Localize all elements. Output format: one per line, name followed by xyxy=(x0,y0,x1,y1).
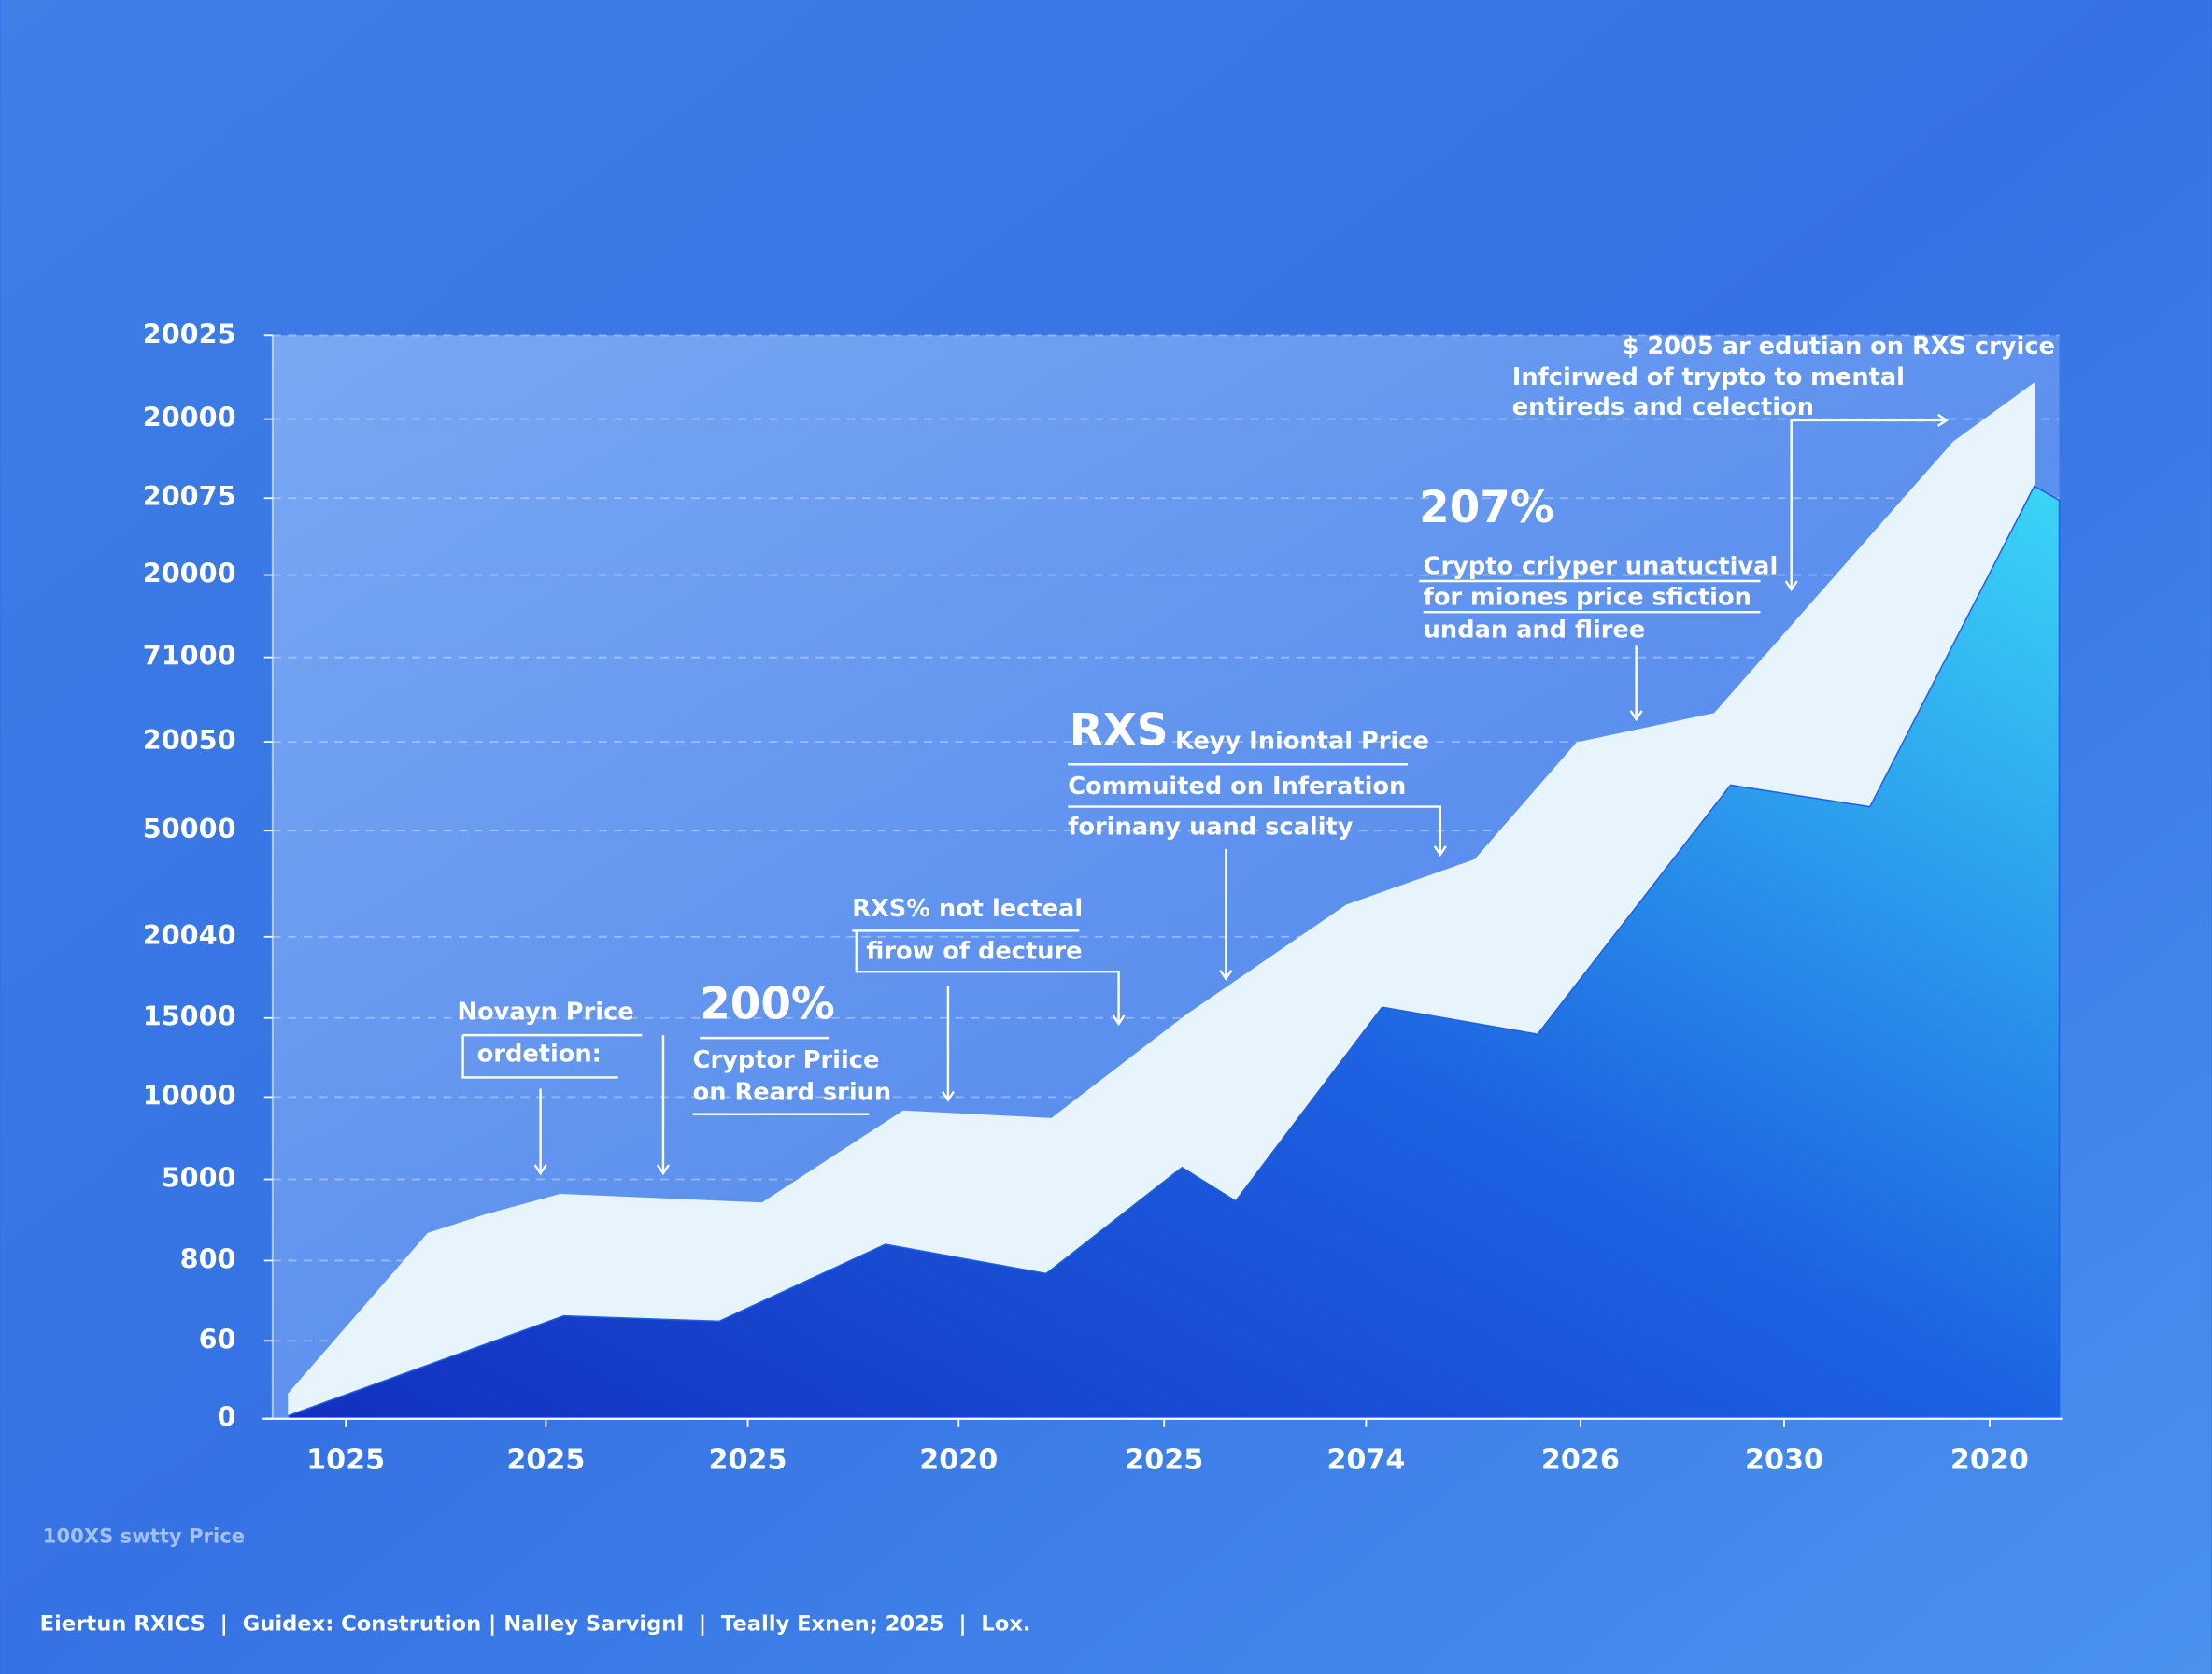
y-tick-label: 20025 xyxy=(143,318,236,349)
x-tick-label: 2030 xyxy=(1745,1444,1823,1477)
y-tick-label: 20075 xyxy=(143,480,236,512)
connector xyxy=(852,929,1126,1102)
x-tick-label: 2025 xyxy=(709,1444,787,1477)
annotation: for miones price sfiction xyxy=(1424,584,1751,612)
x-tick-label: 1025 xyxy=(306,1444,385,1477)
annotation: RXS% not lecteal xyxy=(852,895,1083,923)
y-tick-label: 5000 xyxy=(162,1162,236,1194)
annotation: 200% xyxy=(700,979,835,1029)
footer: Eiertun RXICS | Guidex: Constrution | Na… xyxy=(40,1612,1031,1637)
annotation: $ 2005 ar edutian on RXS cryice xyxy=(1623,333,2055,361)
annotation: ordetion: xyxy=(477,1041,602,1069)
annotation: Keyy Iniontal Price xyxy=(1175,728,1429,756)
x-tick-label: 2020 xyxy=(1950,1444,2029,1477)
connector xyxy=(1419,579,1761,716)
y-tick-label: 20000 xyxy=(143,558,236,589)
y-tick-label: 20050 xyxy=(143,724,236,756)
y-tick-label: 60 xyxy=(199,1323,236,1355)
areas xyxy=(288,381,2061,1420)
y-tick-label: 20040 xyxy=(143,919,236,951)
y-tick-label: 800 xyxy=(180,1242,236,1274)
annotation: on Reard sriun xyxy=(693,1079,892,1107)
annotations: $ 2005 ar edutian on RXS cryice Infcirwe… xyxy=(458,333,2055,1107)
annotation: Cryptor Priice xyxy=(693,1046,880,1074)
annotation: Crypto criyper unatuctival xyxy=(1424,552,1779,580)
annotation: RXS xyxy=(1070,706,1169,757)
caption: 100XS swtty Price xyxy=(43,1525,245,1548)
y-tick-label: 10000 xyxy=(143,1079,236,1111)
connector xyxy=(461,1033,671,1176)
area xyxy=(288,485,2061,1420)
y-tick-label: 50000 xyxy=(143,813,236,844)
connector xyxy=(692,1036,870,1115)
y-tick-label: 15000 xyxy=(143,1000,236,1032)
annotation: entireds and celection xyxy=(1512,393,1814,421)
connector xyxy=(1068,763,1447,981)
connectors xyxy=(461,413,1949,1176)
y-tick-label: 71000 xyxy=(143,640,236,672)
y-tick-label: 20000 xyxy=(143,402,236,433)
x-tick-label: 2074 xyxy=(1326,1444,1405,1477)
annotation: Novayn Price xyxy=(458,998,634,1026)
annotation: forinany uand scality xyxy=(1068,814,1354,842)
y-tick-label: 0 xyxy=(218,1401,236,1433)
x-tick-label: 2026 xyxy=(1541,1444,1620,1477)
annotation: firow of decture xyxy=(866,938,1082,966)
annotation: Commuited on Inferation xyxy=(1068,773,1406,801)
connector xyxy=(1629,413,1949,722)
x-tick-label: 2020 xyxy=(919,1444,998,1477)
annotation: 207% xyxy=(1419,483,1554,533)
x-tick-label: 2025 xyxy=(1125,1444,1203,1477)
annotation: Infcirwed of trypto to mental xyxy=(1512,363,1905,391)
ticks: 0 60 800 5000 10000 15000 20040 50000 20050 71000… xyxy=(143,318,2029,1476)
annotation: undan and fliree xyxy=(1424,616,1646,644)
x-tick-label: 2025 xyxy=(506,1444,585,1477)
